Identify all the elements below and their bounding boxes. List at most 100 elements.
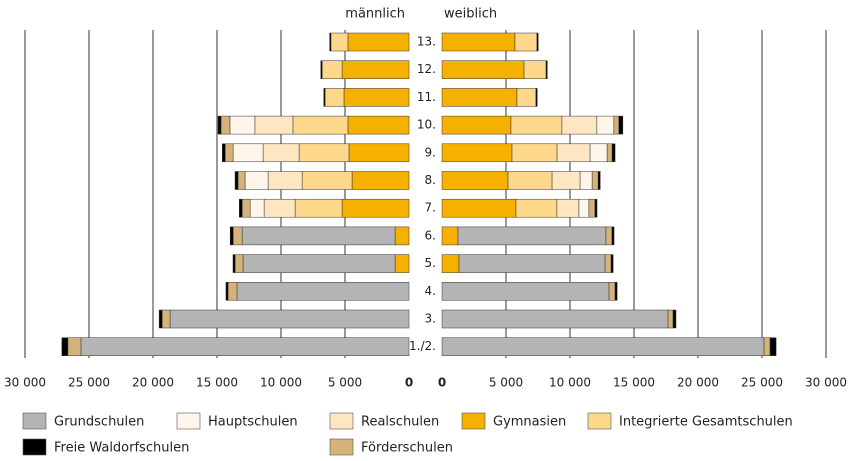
bar-segment bbox=[351, 171, 410, 190]
bar-segment bbox=[556, 198, 580, 218]
bar-segment bbox=[343, 88, 410, 107]
bar-segment bbox=[441, 32, 516, 52]
bar-segment bbox=[507, 171, 553, 190]
legend-label: Hauptschulen bbox=[208, 415, 298, 430]
bar-segment bbox=[561, 115, 598, 135]
bar-segment bbox=[348, 143, 410, 163]
bar-segment bbox=[605, 226, 613, 246]
bar-segment bbox=[614, 282, 618, 301]
bar-segment bbox=[672, 309, 677, 329]
bar-segment bbox=[763, 337, 771, 356]
bar-segment bbox=[441, 115, 512, 135]
bar-segment bbox=[227, 282, 238, 301]
side-label-male: männlich bbox=[345, 7, 405, 22]
bar-segment bbox=[516, 88, 537, 107]
x-tick-label: 10 000 bbox=[549, 376, 591, 390]
bar-segment bbox=[220, 115, 231, 135]
legend-label: Integrierte Gesamtschulen bbox=[619, 415, 793, 430]
legend-swatch bbox=[176, 412, 201, 430]
label-bg bbox=[412, 88, 439, 107]
legend-label: Grundschulen bbox=[54, 415, 144, 430]
legend-swatch bbox=[329, 438, 354, 456]
bar-segment bbox=[394, 226, 410, 246]
category-label: 1./2. bbox=[409, 339, 436, 353]
bar-segment bbox=[225, 282, 229, 301]
legend-swatch bbox=[587, 412, 612, 430]
bar-segment bbox=[347, 32, 410, 52]
bar-segment bbox=[594, 198, 598, 218]
bar-segment bbox=[232, 254, 236, 273]
legend-swatch bbox=[22, 412, 47, 430]
bar-segment bbox=[510, 115, 563, 135]
bar-segment bbox=[341, 198, 410, 218]
bar-segment bbox=[329, 32, 332, 52]
label-bg bbox=[412, 116, 439, 135]
bar-segment bbox=[591, 171, 599, 190]
bar-segment bbox=[224, 143, 234, 163]
category-label: 7. bbox=[425, 201, 436, 215]
bar-segment bbox=[578, 198, 590, 218]
bar-segment bbox=[158, 309, 163, 329]
legend-label: Gymnasien bbox=[493, 415, 566, 430]
category-label: 10. bbox=[417, 118, 436, 132]
bar-segment bbox=[441, 143, 513, 163]
bar-segment bbox=[588, 198, 596, 218]
bar-segment bbox=[535, 88, 538, 107]
bar-segment bbox=[229, 226, 234, 246]
x-tick-label: 15 000 bbox=[196, 376, 238, 390]
category-label: 4. bbox=[425, 284, 436, 298]
x-tick-label: 5 000 bbox=[328, 376, 362, 390]
bar-segment bbox=[301, 171, 353, 190]
x-tick-label: 5 000 bbox=[489, 376, 523, 390]
x-tick-label: 15 000 bbox=[613, 376, 655, 390]
side-label-female: weiblich bbox=[444, 7, 497, 22]
bar-segment bbox=[441, 337, 765, 356]
label-bg bbox=[412, 171, 439, 190]
bar-segment bbox=[298, 143, 350, 163]
bar-segment bbox=[441, 60, 525, 79]
bar-segment bbox=[237, 171, 246, 190]
category-label: 12. bbox=[417, 62, 436, 76]
bar-segment bbox=[441, 309, 669, 329]
bar-segment bbox=[324, 88, 345, 107]
bar-segment bbox=[769, 337, 777, 356]
bar-segment bbox=[321, 60, 343, 79]
bar-segment bbox=[611, 143, 616, 163]
legend-label: Förderschulen bbox=[361, 441, 453, 456]
bar-segment bbox=[217, 115, 222, 135]
label-bg bbox=[412, 226, 439, 245]
bar-segment bbox=[323, 88, 326, 107]
bar-segment bbox=[556, 143, 591, 163]
category-label: 5. bbox=[425, 256, 436, 270]
label-bg bbox=[412, 310, 439, 328]
legend-label: Realschulen bbox=[361, 415, 439, 430]
x-tick-label: 20 000 bbox=[132, 376, 174, 390]
x-tick-label: 25 000 bbox=[68, 376, 110, 390]
bar-segment bbox=[514, 32, 538, 52]
bar-segment bbox=[292, 115, 349, 135]
legend-label: Freie Waldorfschulen bbox=[54, 441, 189, 456]
bar-segment bbox=[241, 198, 251, 218]
bar-segment bbox=[458, 254, 606, 273]
bar-segment bbox=[234, 254, 244, 273]
label-bg bbox=[412, 282, 439, 301]
bar-segment bbox=[441, 88, 518, 107]
category-label: 9. bbox=[425, 145, 436, 159]
bar-segment bbox=[61, 337, 69, 356]
legend-swatch bbox=[329, 412, 354, 430]
bar-segment bbox=[441, 226, 459, 246]
bar-segment bbox=[169, 309, 410, 329]
bar-segment bbox=[551, 171, 581, 190]
bar-segment bbox=[441, 171, 509, 190]
bar-segment bbox=[511, 143, 558, 163]
bar-segment bbox=[262, 143, 300, 163]
bar-segment bbox=[229, 115, 256, 135]
x-tick-label: 0 bbox=[438, 376, 446, 390]
bar-segment bbox=[606, 143, 613, 163]
bar-segment bbox=[441, 198, 517, 218]
legend-swatch bbox=[461, 412, 486, 430]
category-label: 3. bbox=[425, 312, 436, 326]
bar-segment bbox=[254, 115, 294, 135]
bar-segment bbox=[394, 254, 410, 273]
